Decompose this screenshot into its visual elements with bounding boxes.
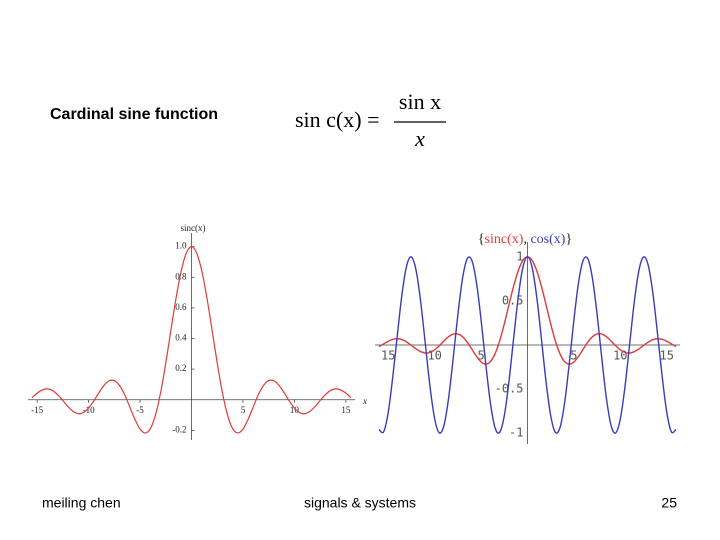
y-tick-label: 0.6 (175, 302, 187, 312)
x-tick-label: 5 (477, 349, 484, 363)
x-tick-label: -5 (136, 405, 144, 415)
y-tick-label: 0.5 (502, 293, 524, 307)
y-tick-label: 1.0 (175, 241, 187, 251)
y-tick-label: -1 (509, 426, 523, 440)
x-tick-label: 5 (570, 349, 577, 363)
legend-entry: sinc(x) (485, 232, 524, 247)
slide-heading: Cardinal sine function (50, 106, 218, 123)
y-tick-label: -0.2 (172, 424, 186, 434)
x-tick-label: -10 (83, 405, 95, 415)
formula-denominator: x (414, 126, 425, 151)
footer-page: 25 (661, 495, 677, 511)
y-tick-label: -0.5 (495, 382, 524, 396)
chart-sinc: -15 -10 -5 5 10 15 -0.2 0.2 0.4 0.6 0.8 1.0 sinc(x) x (28, 223, 367, 440)
formula-lhs: sin c(x) = (295, 107, 380, 132)
chart-title: {sinc(x), cos(x)} (478, 232, 572, 247)
x-tick-label: 15 (341, 405, 351, 415)
y-tick-label: 0.4 (175, 333, 187, 343)
y-tick-label: 1 (516, 249, 523, 263)
y-tick-label: 0.8 (175, 271, 187, 281)
x-axis-label: x (362, 396, 367, 406)
chart-sinc-cos: 15 10 5 5 10 15-1-0.50.51{sinc(x), cos(x)} (375, 232, 680, 444)
x-tick-label: 15 (659, 349, 673, 363)
x-tick-label: 5 (241, 405, 246, 415)
formula-numerator: sin x (399, 89, 441, 114)
x-tick-label: 10 (290, 405, 300, 415)
legend-entry: cos(x) (530, 232, 565, 247)
x-tick-label: -15 (31, 405, 43, 415)
x-tick-label: 15 (381, 349, 395, 363)
y-tick-label: 0.2 (175, 363, 186, 373)
y-axis-label: sinc(x) (181, 223, 206, 233)
footer-course: signals & systems (304, 495, 416, 511)
footer-author: meiling chen (42, 495, 121, 511)
series-line (378, 256, 677, 434)
series-line (31, 246, 352, 434)
